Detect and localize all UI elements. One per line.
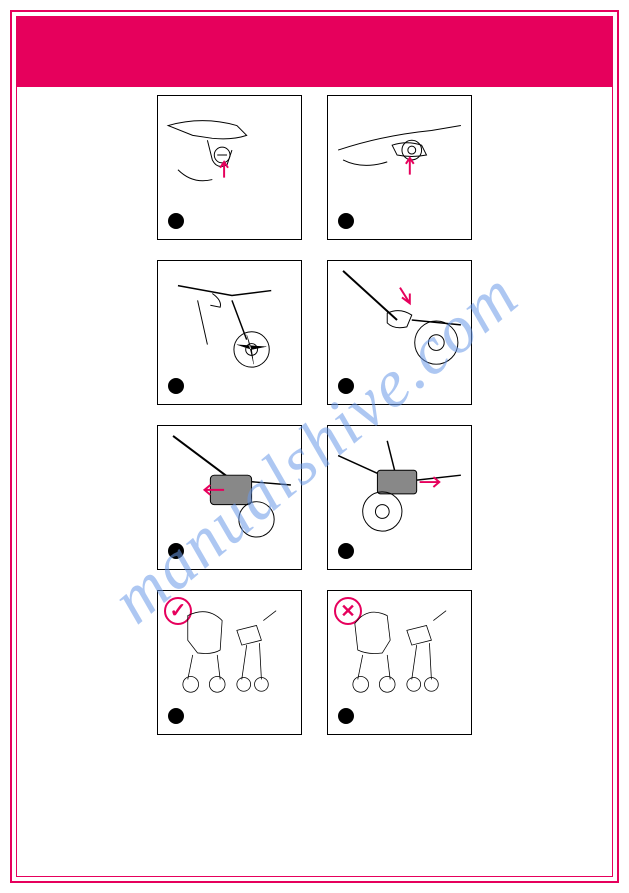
illustration-7 <box>163 596 296 704</box>
panel-dot <box>338 543 354 559</box>
panel-step-7-correct: ✓ <box>157 590 302 735</box>
illustration-5 <box>163 431 296 539</box>
panel-step-6 <box>327 425 472 570</box>
panel-step-2 <box>327 95 472 240</box>
panel-dot <box>338 708 354 724</box>
panel-row-2 <box>17 260 612 405</box>
content-area: ✓ ✕ <box>17 95 612 876</box>
panel-step-1 <box>157 95 302 240</box>
panel-dot <box>168 708 184 724</box>
panel-row-4: ✓ ✕ <box>17 590 612 735</box>
illustration-4 <box>333 266 466 374</box>
header-bar <box>17 17 612 87</box>
illustration-2 <box>333 101 466 209</box>
panel-step-4 <box>327 260 472 405</box>
panel-dot <box>338 213 354 229</box>
illustration-3 <box>163 266 296 374</box>
illustration-6 <box>333 431 466 539</box>
panel-step-8-incorrect: ✕ <box>327 590 472 735</box>
panel-dot <box>338 378 354 394</box>
panel-dot <box>168 543 184 559</box>
illustration-1 <box>163 101 296 209</box>
panel-dot <box>168 378 184 394</box>
illustration-8 <box>333 596 466 704</box>
panel-row-3 <box>17 425 612 570</box>
panel-dot <box>168 213 184 229</box>
panel-step-3 <box>157 260 302 405</box>
panel-row-1 <box>17 95 612 240</box>
panel-step-5 <box>157 425 302 570</box>
